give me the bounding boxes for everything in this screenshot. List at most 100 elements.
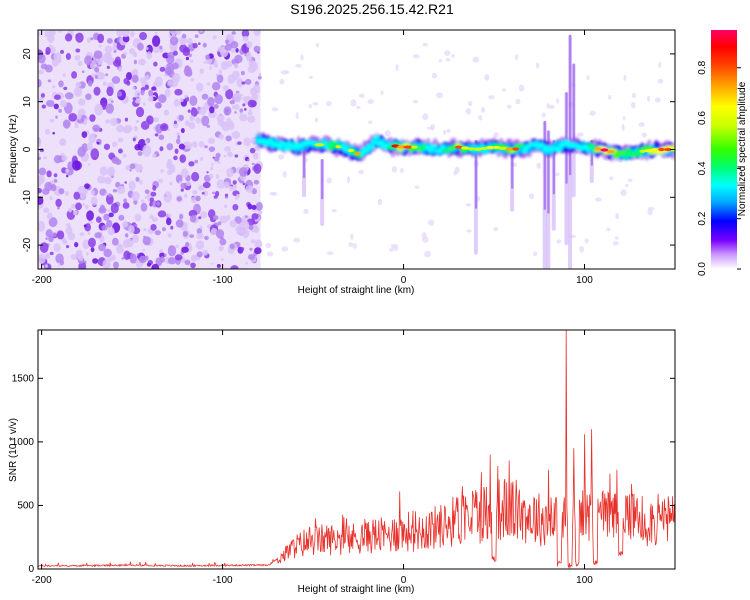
noise-blob <box>49 118 55 123</box>
noise-blob <box>230 47 236 54</box>
noise-blob <box>159 146 164 152</box>
noise-blob <box>200 211 208 219</box>
noise-blob <box>240 220 250 229</box>
noise-blob <box>44 181 53 192</box>
noise-blob <box>224 181 230 189</box>
noise-blob <box>44 31 51 38</box>
noise-blob <box>207 137 216 145</box>
noise-blob <box>233 63 239 69</box>
faint-blob <box>367 99 374 105</box>
noise-blob <box>232 183 237 190</box>
noise-blob <box>38 138 42 146</box>
noise-blob <box>158 178 163 184</box>
faint-blob <box>438 58 443 63</box>
noise-blob <box>144 84 149 90</box>
noise-blob <box>145 47 149 50</box>
noise-blob <box>107 192 110 196</box>
noise-blob <box>93 86 101 96</box>
noise-blob <box>180 188 184 192</box>
noise-blob <box>106 86 114 97</box>
noise-blob <box>139 179 143 185</box>
noise-blob <box>48 217 58 228</box>
noise-blob <box>253 179 260 185</box>
faint-blob <box>445 57 450 62</box>
faint-blob <box>622 116 626 121</box>
noise-blob <box>169 182 173 186</box>
faint-blob <box>630 101 636 109</box>
noise-blob <box>45 99 55 108</box>
noise-blob <box>132 97 137 101</box>
noise-blob <box>247 158 250 162</box>
noise-blob <box>173 50 178 56</box>
noise-blob <box>191 171 200 182</box>
noise-blob <box>164 66 172 76</box>
noise-blob <box>164 73 168 77</box>
noise-blob <box>184 193 188 198</box>
noise-blob <box>38 156 41 160</box>
noise-blob <box>211 262 214 265</box>
faint-blob <box>451 54 455 58</box>
noise-blob <box>71 71 78 79</box>
noise-blob <box>134 213 142 222</box>
noise-blob <box>110 118 118 126</box>
noise-blob <box>147 96 154 102</box>
colorbar-tick-label: 0.4 <box>697 161 708 175</box>
noise-blob <box>68 207 73 213</box>
noise-blob <box>71 203 77 209</box>
noise-blob <box>58 30 63 33</box>
noise-blob <box>192 190 198 195</box>
noise-blob <box>216 179 225 189</box>
noise-blob <box>223 106 232 116</box>
noise-blob <box>64 190 69 197</box>
noise-blob <box>134 223 138 227</box>
colorbar: 0.0 0.2 0.4 0.6 0.8 Normalized spectral ampl… <box>697 30 748 276</box>
faint-blob <box>609 176 614 181</box>
noise-blob <box>98 207 107 214</box>
noise-blob <box>167 51 175 59</box>
noise-blob <box>254 247 262 255</box>
noise-blob <box>152 185 157 191</box>
faint-blob <box>331 208 337 213</box>
noise-blob <box>151 35 161 47</box>
noise-blob <box>84 183 90 189</box>
noise-blob <box>111 156 120 165</box>
faint-blob <box>625 183 629 188</box>
noise-blob <box>215 152 221 158</box>
noise-blob <box>90 190 96 195</box>
colorbar-label: Normalized spectral amplitude <box>737 81 748 216</box>
faint-blob <box>269 191 276 196</box>
noise-blob <box>174 148 179 154</box>
noise-blob <box>170 225 174 230</box>
noise-blob <box>140 89 145 96</box>
faint-blob <box>350 233 354 240</box>
noise-blob <box>111 229 115 234</box>
faint-blob <box>422 113 429 121</box>
noise-blob <box>39 242 49 253</box>
noise-blob <box>190 107 198 118</box>
noise-blob <box>38 69 44 75</box>
faint-blob <box>589 110 596 116</box>
ridge-hotspot <box>473 147 483 151</box>
faint-blob <box>422 42 428 47</box>
spectrogram-y-ticks: -20 -10 0 10 20 <box>22 48 675 252</box>
faint-blob <box>533 251 538 257</box>
vertical-streak-core <box>565 92 568 184</box>
noise-blob <box>253 152 259 160</box>
spectrogram-noise-layer <box>38 30 670 269</box>
faint-blob <box>442 129 447 135</box>
noise-blob <box>174 254 183 261</box>
faint-blob <box>478 115 483 121</box>
noise-blob <box>59 259 64 266</box>
faint-blob <box>384 130 391 137</box>
faint-blob <box>346 176 351 184</box>
noise-blob <box>75 32 84 43</box>
noise-blob <box>47 79 52 83</box>
noise-blob <box>241 81 246 85</box>
noise-blob <box>125 165 131 171</box>
noise-blob <box>140 202 148 212</box>
noise-blob <box>131 74 139 83</box>
noise-blob <box>146 115 154 125</box>
noise-blob <box>249 147 256 154</box>
noise-blob <box>246 41 253 48</box>
vertical-streak-core <box>474 139 478 209</box>
